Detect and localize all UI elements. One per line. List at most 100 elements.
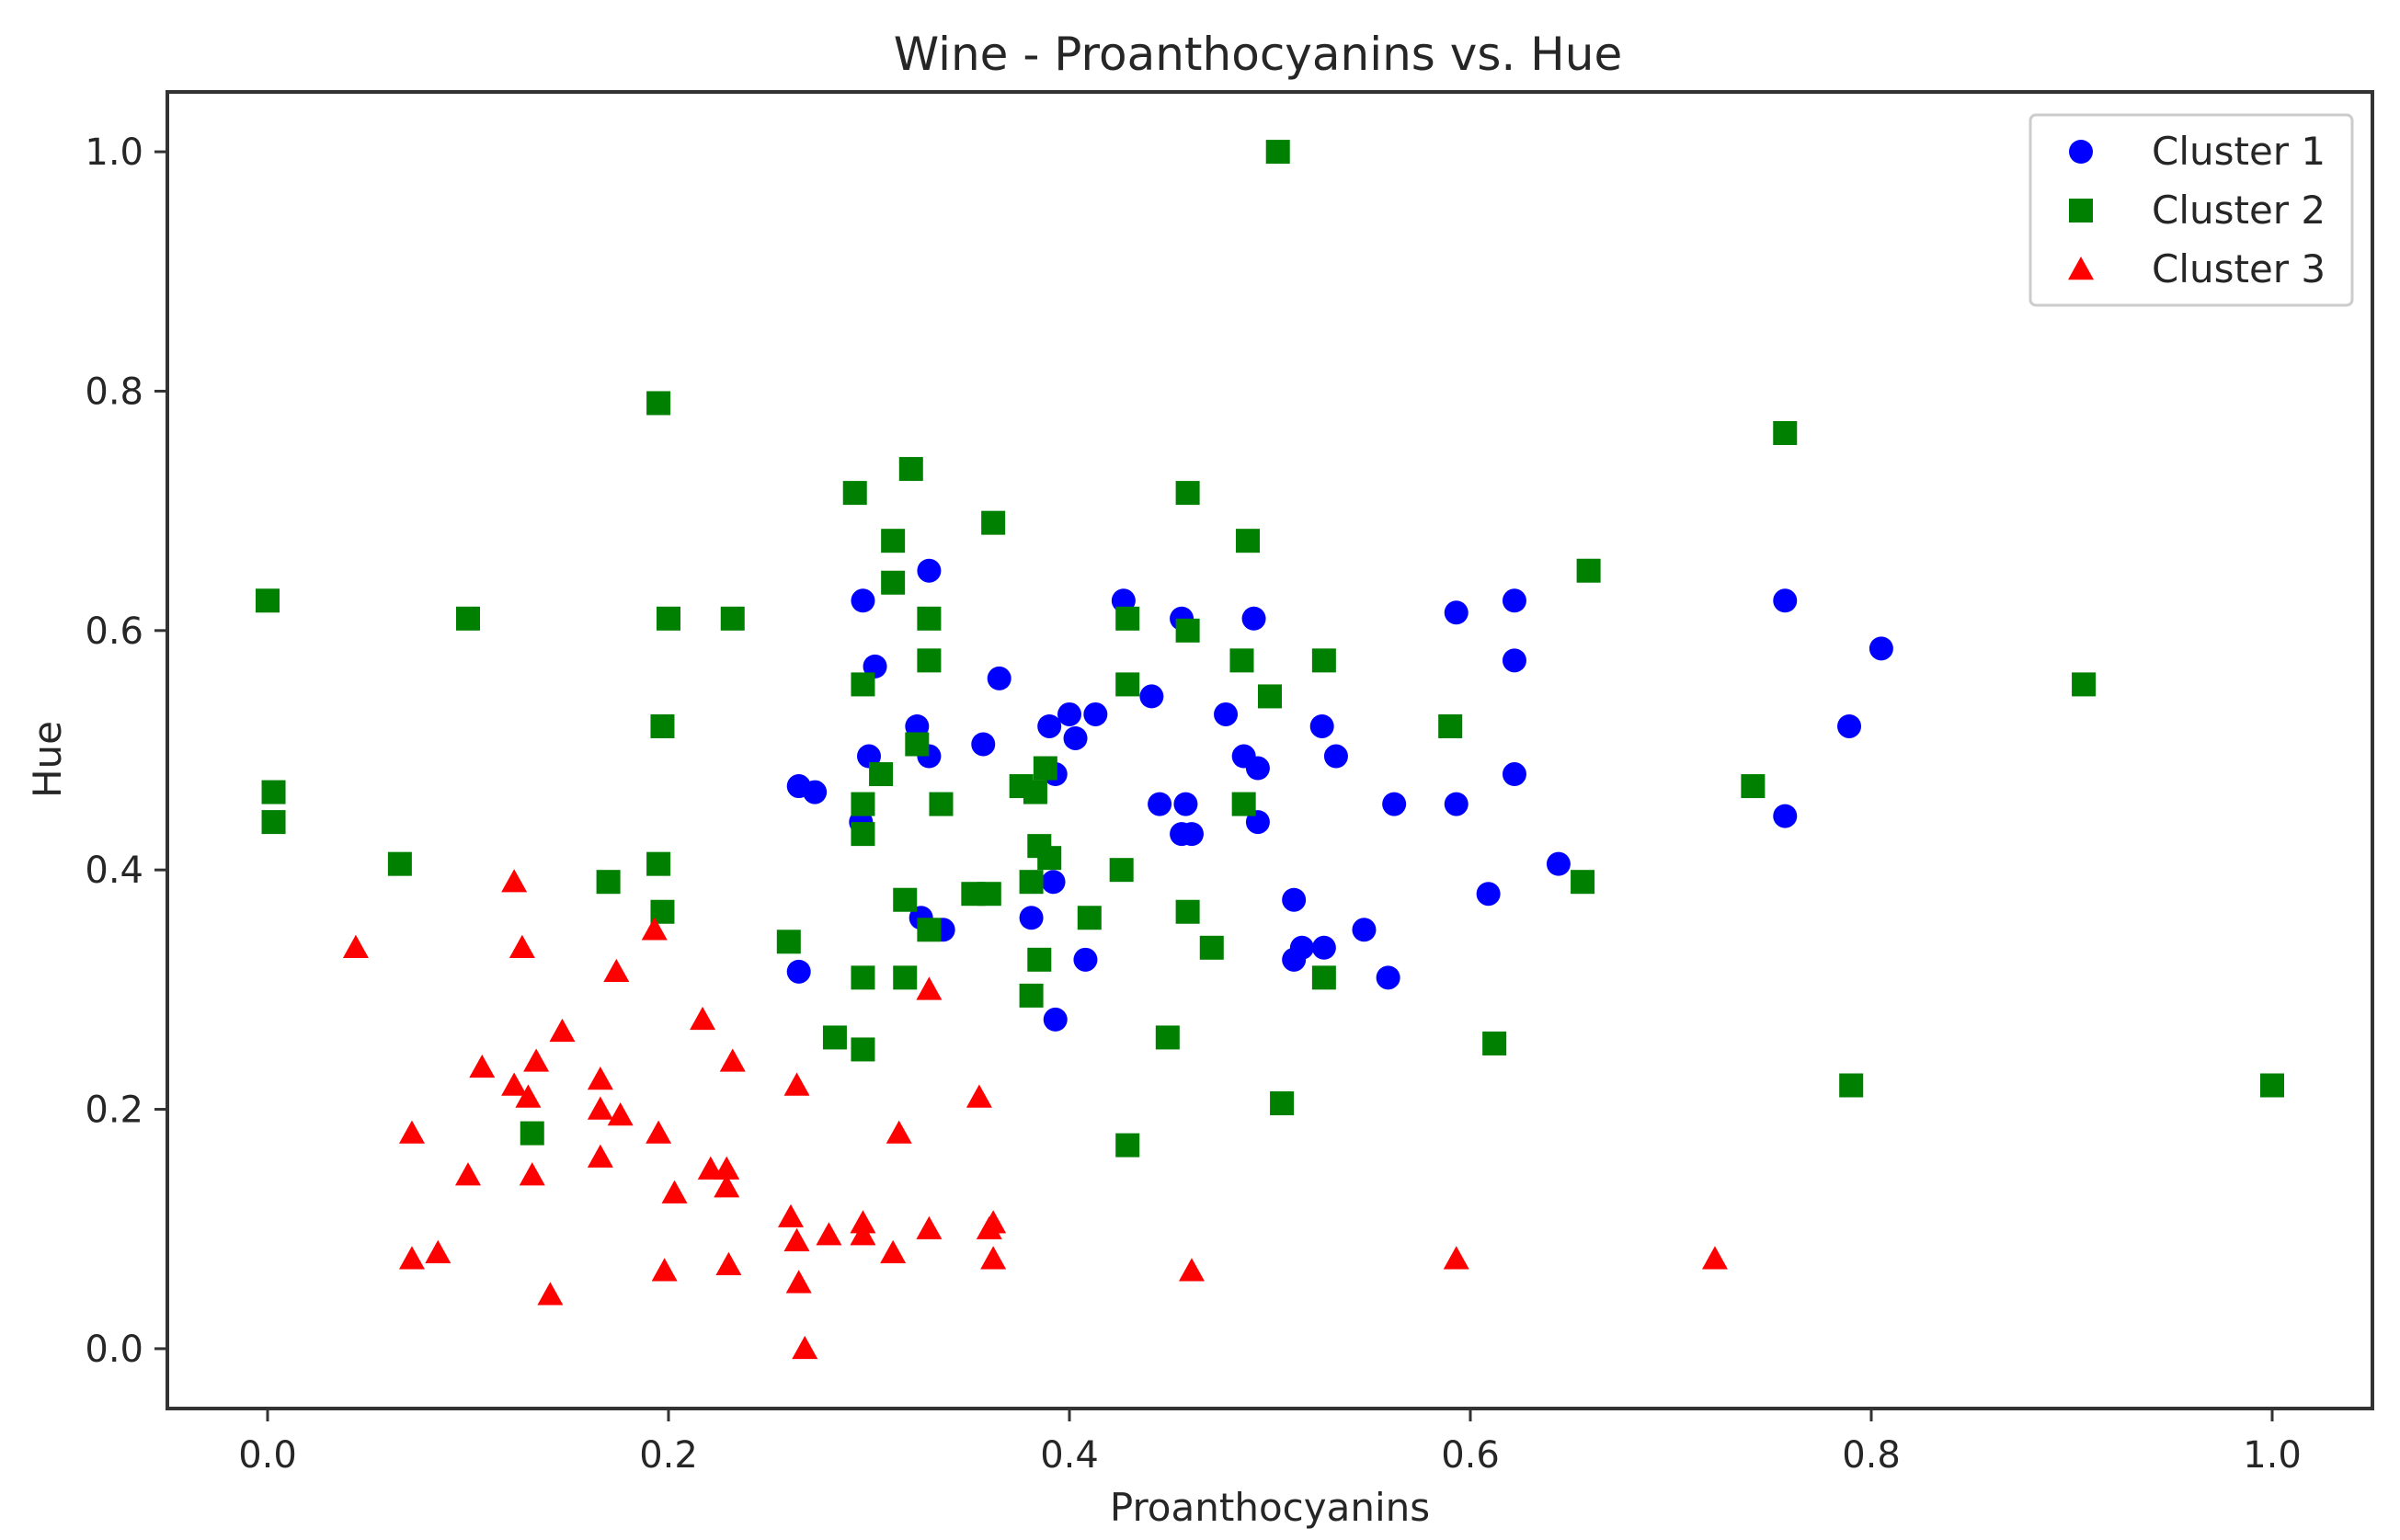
series-1-point	[1073, 947, 1098, 972]
x-tick-label: 0.8	[1842, 1434, 1901, 1477]
x-axis-label: Proanthocyanins	[1110, 1485, 1430, 1530]
series-3-point	[587, 1096, 613, 1120]
x-axis-ticks: 0.0 0.2 0.4 0.6 0.8 1.0	[238, 1409, 2302, 1477]
legend-entry: Cluster 2	[2069, 188, 2326, 233]
series-1-point	[1502, 588, 1526, 613]
series-3-point	[651, 1258, 678, 1282]
series-2-point	[387, 851, 412, 876]
series-2-point	[1236, 529, 1261, 553]
series-3-point	[501, 1072, 528, 1096]
series-2-point	[2260, 1073, 2284, 1098]
legend-marker-1	[2069, 140, 2093, 164]
legend-label: Cluster 2	[2152, 188, 2326, 233]
series-2-point	[261, 780, 286, 804]
series-3-point	[715, 1251, 742, 1275]
series-2	[256, 140, 2284, 1158]
series-1	[786, 558, 1893, 1032]
series-3-point	[880, 1239, 907, 1263]
series-2-point	[657, 606, 680, 631]
series-2-point	[520, 1121, 544, 1146]
x-tick-label: 0.0	[238, 1434, 297, 1477]
series-2-point	[2072, 672, 2097, 697]
series-1-point	[1311, 935, 1336, 960]
series-3-point	[816, 1222, 842, 1246]
series-2-point	[1019, 870, 1044, 895]
series-2-point	[1311, 965, 1336, 990]
x-tick-label: 1.0	[2243, 1434, 2302, 1477]
series-2-point	[1571, 870, 1595, 895]
series-3-point	[537, 1282, 564, 1306]
series-2-point	[869, 762, 894, 787]
series-3-point	[850, 1210, 876, 1234]
series-2-point	[1311, 648, 1336, 673]
series-1-point	[1837, 713, 1862, 738]
series-3-point	[398, 1120, 425, 1144]
series-2-point	[851, 672, 875, 697]
series-2-point	[917, 648, 942, 673]
y-tick-label: 0.6	[85, 610, 143, 653]
series-2-point	[1229, 648, 1254, 673]
series-3-point	[519, 1162, 545, 1186]
series-2-point	[851, 822, 875, 847]
series-2-point	[917, 918, 942, 942]
series-1-point	[1289, 935, 1314, 960]
series-1-point	[1502, 762, 1526, 787]
series-1-point	[1352, 918, 1377, 942]
series-2-point	[646, 391, 671, 416]
series-3-point	[980, 1210, 1007, 1234]
series-3-point	[501, 869, 528, 893]
series-1-point	[1043, 1007, 1068, 1032]
series-1-point	[1111, 588, 1136, 613]
x-tick-label: 0.2	[639, 1434, 698, 1477]
series-2-point	[650, 713, 675, 738]
series-3-point	[714, 1156, 740, 1180]
series-3-point	[916, 1215, 943, 1239]
series-1-point	[1476, 882, 1501, 907]
series-1-point	[1214, 702, 1239, 726]
series-1-point	[1444, 600, 1469, 625]
y-tick-label: 0.8	[85, 371, 143, 413]
legend-entry: Cluster 3	[2068, 246, 2326, 291]
series-1-point	[1063, 725, 1088, 750]
series-1-point	[1869, 636, 1893, 661]
series-2-point	[929, 792, 954, 816]
series-1-point	[905, 713, 930, 738]
series-3-point	[1701, 1246, 1728, 1270]
series-2-point	[1438, 713, 1463, 738]
series-1-point	[1444, 792, 1469, 816]
x-tick-label: 0.6	[1441, 1434, 1500, 1477]
series-1-point	[863, 654, 887, 679]
series-3-point	[646, 1120, 672, 1144]
series-2-point	[1109, 858, 1134, 883]
series-3-point	[523, 1048, 550, 1072]
series-3-point	[603, 958, 630, 983]
series-2-point	[256, 588, 280, 613]
series-1-point	[786, 959, 811, 984]
series-2-point	[1175, 481, 1200, 506]
series-3-point	[455, 1162, 481, 1186]
series-3-point	[719, 1048, 746, 1072]
chart-title: Wine - Proanthocyanins vs. Hue	[894, 28, 1622, 81]
series-2-point	[1077, 906, 1102, 930]
legend-label: Cluster 1	[2152, 129, 2326, 174]
series-1-point	[803, 780, 828, 804]
y-tick-label: 0.0	[85, 1329, 143, 1371]
series-3-point	[398, 1246, 425, 1270]
series-1-point	[1502, 648, 1526, 673]
series-2-point	[1033, 756, 1057, 781]
series-1-point	[1245, 756, 1270, 781]
y-tick-label: 0.2	[85, 1089, 143, 1132]
series-2-point	[1258, 684, 1282, 709]
series-2-point	[1741, 774, 1766, 799]
series-3-point	[1443, 1246, 1469, 1270]
series-1-point	[1382, 792, 1407, 816]
series-1-point	[1546, 851, 1571, 876]
series-2-point	[1027, 947, 1052, 972]
legend-label: Cluster 3	[2152, 246, 2326, 291]
series-1-point	[1179, 822, 1204, 847]
x-tick-label: 0.4	[1040, 1434, 1099, 1477]
series-2-point	[851, 792, 875, 816]
y-axis-label: Hue	[25, 721, 70, 798]
legend-box	[2029, 113, 2354, 307]
